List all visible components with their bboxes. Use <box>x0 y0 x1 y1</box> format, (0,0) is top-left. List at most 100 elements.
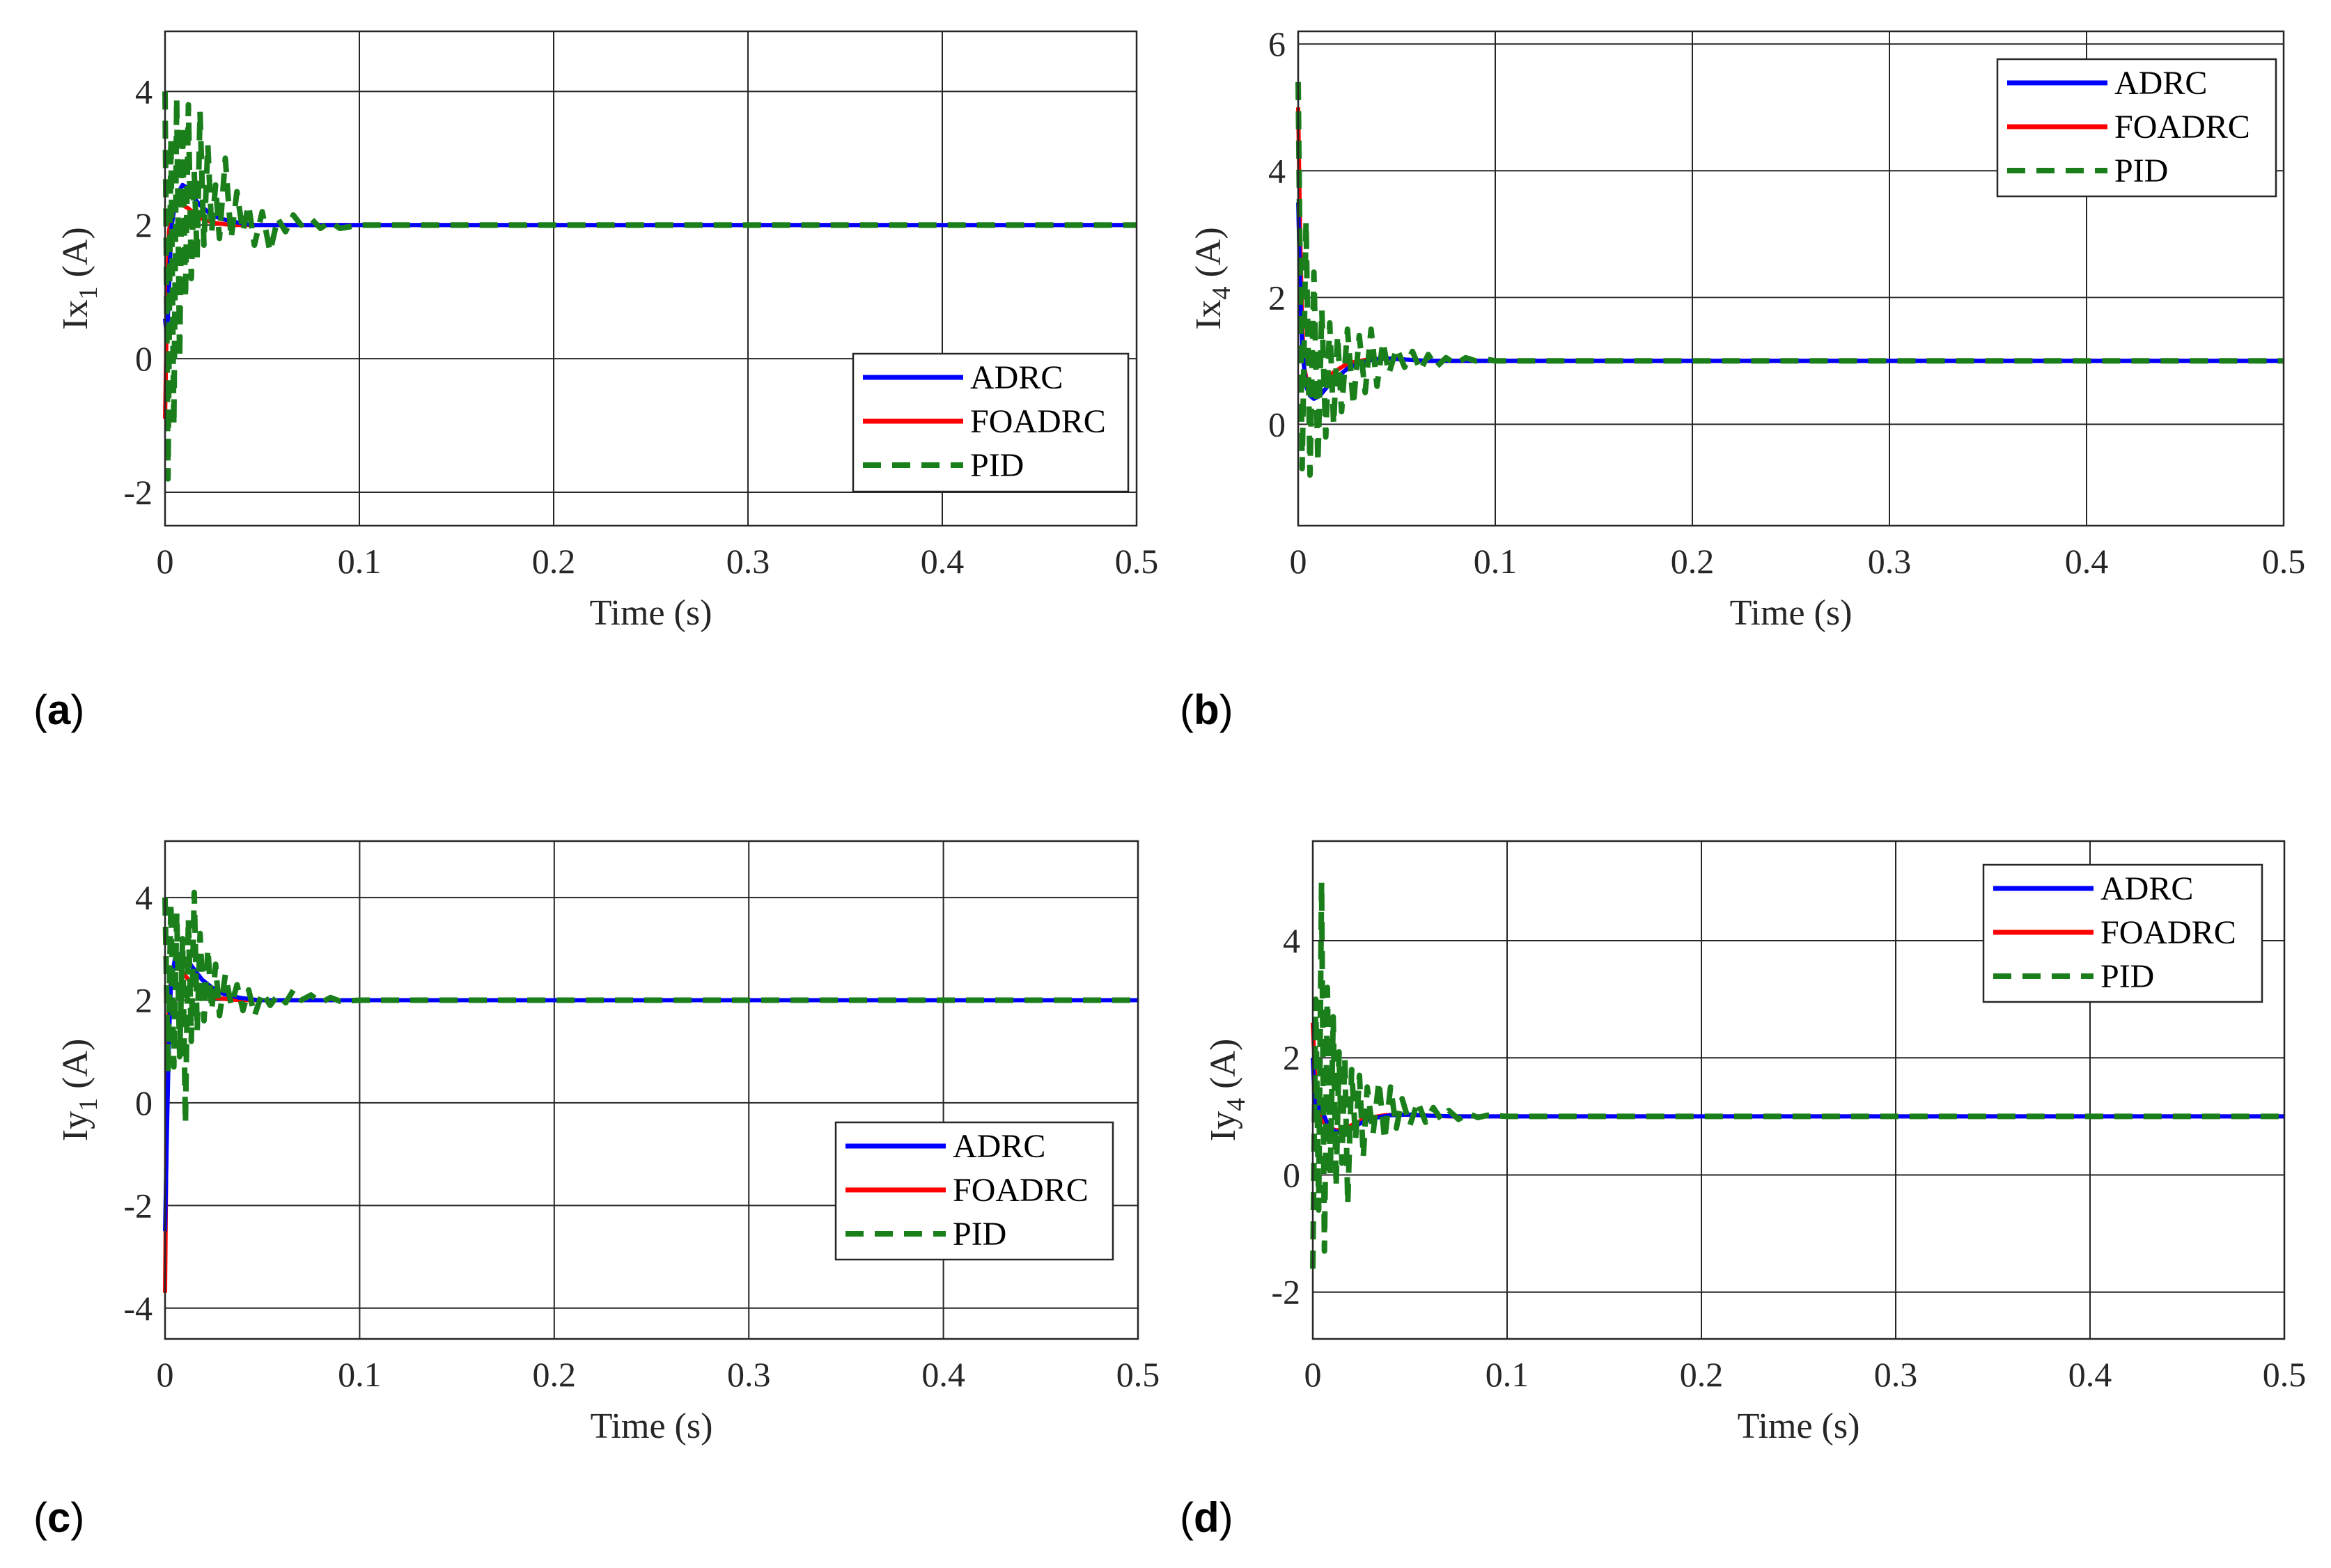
y-tick-label-1: -2 <box>123 1186 153 1225</box>
y-axis-label-main: Iy <box>56 1111 95 1141</box>
x-tick-label-2: 0.2 <box>532 542 576 581</box>
legend-b: ADRC FOADRC PID <box>1996 58 2277 198</box>
x-tick-label-1: 0.1 <box>1486 1355 1529 1394</box>
legend-label-foadrc: FOADRC <box>970 403 1106 440</box>
y-tick-label-2: 2 <box>135 205 153 244</box>
legend-label-foadrc: FOADRC <box>2114 109 2250 146</box>
legend-label-adrc: ADRC <box>970 359 1063 396</box>
y-axis-label-subscript: 4 <box>1207 286 1236 299</box>
legend-label-pid: PID <box>2114 152 2168 189</box>
legend-label-pid: PID <box>970 447 1024 484</box>
x-tick-label-4: 0.4 <box>2065 542 2109 581</box>
legend-label-adrc: ADRC <box>953 1128 1045 1165</box>
legend-c: ADRC FOADRC PID <box>834 1121 1114 1261</box>
x-tick-label-2: 0.2 <box>1680 1355 1724 1394</box>
panel-label-d: (d) <box>1180 1494 1233 1541</box>
x-tick-label-3: 0.3 <box>1874 1355 1918 1394</box>
y-axis-label-d: Iy4 (A) <box>1203 1039 1251 1142</box>
x-tick-label-4: 0.4 <box>921 542 965 581</box>
x-tick-label-5: 0.5 <box>2263 1355 2307 1394</box>
y-axis-label-unit: (A) <box>1203 1039 1243 1098</box>
panel-label-c-letter: c <box>47 1494 71 1541</box>
x-tick-label-4: 0.4 <box>921 1355 965 1394</box>
y-tick-label-3: 4 <box>1283 921 1300 960</box>
x-tick-label-5: 0.5 <box>1115 542 1159 581</box>
x-axis-label-a: Time (s) <box>590 593 712 633</box>
legend-label-adrc: ADRC <box>2100 870 2193 907</box>
y-axis-label-unit: (A) <box>56 227 95 286</box>
y-axis-label-subscript: 4 <box>1222 1098 1251 1111</box>
series-pid-line-a <box>162 91 1137 482</box>
y-tick-label-3: 4 <box>135 72 153 111</box>
x-tick-label-3: 0.3 <box>726 542 770 581</box>
x-tick-label-3: 0.3 <box>727 1355 771 1394</box>
x-tick-label-1: 0.1 <box>338 542 382 581</box>
series-group-b <box>1295 81 2284 478</box>
x-tick-label-0: 0 <box>1304 1355 1322 1394</box>
y-tick-label-1: 0 <box>1283 1155 1300 1194</box>
chart-c-svg: 0 0.1 0.2 0.3 0.4 0.5 -4 -2 0 2 4 Time (s) Iy1 (A) AD… <box>56 840 1160 1446</box>
y-tick-label-1: 2 <box>1268 278 1286 317</box>
x-axis-label-d: Time (s) <box>1738 1406 1860 1446</box>
y-axis-label-c: Iy1 (A) <box>56 1039 103 1142</box>
y-tick-label-2: 4 <box>1268 151 1286 190</box>
y-tick-label-2: 0 <box>135 1083 153 1122</box>
y-axis-label-unit: (A) <box>56 1039 95 1098</box>
series-pid-line-d <box>1310 879 2284 1269</box>
legend-label-adrc: ADRC <box>2114 65 2207 102</box>
x-tick-label-5: 0.5 <box>1116 1355 1160 1394</box>
y-tick-label-3: 6 <box>1268 24 1286 63</box>
panel-label-a-letter: a <box>47 687 71 733</box>
axes-box-b <box>1297 30 2285 527</box>
y-axis-label-subscript: 1 <box>74 286 103 299</box>
axes-box-c <box>164 840 1139 1340</box>
y-tick-label-0: -2 <box>1271 1273 1300 1312</box>
x-tick-label-2: 0.2 <box>533 1355 577 1394</box>
y-axis-label-main: Ix <box>1189 299 1229 329</box>
plot-area-c <box>165 841 1138 1339</box>
y-axis-label-unit: (A) <box>1189 227 1229 286</box>
legend-label-pid: PID <box>953 1216 1006 1253</box>
panel-label-d-letter: d <box>1193 1494 1219 1541</box>
x-tick-label-2: 0.2 <box>1671 542 1715 581</box>
legend-label-foadrc: FOADRC <box>2100 914 2236 951</box>
x-tick-label-3: 0.3 <box>1868 542 1912 581</box>
legend-d: ADRC FOADRC PID <box>1982 863 2263 1003</box>
series-group-c <box>162 889 1138 1293</box>
y-tick-label-2: 2 <box>1283 1038 1300 1077</box>
x-axis-label-c: Time (s) <box>591 1406 713 1446</box>
x-tick-label-1: 0.1 <box>338 1355 382 1394</box>
x-tick-label-4: 0.4 <box>2068 1355 2112 1394</box>
subplot-c: 0 0.1 0.2 0.3 0.4 0.5 -4 -2 0 2 4 Time (s) Iy1 (A) AD… <box>0 808 1170 1568</box>
x-tick-label-0: 0 <box>1290 542 1307 581</box>
legend-label-pid: PID <box>2100 958 2154 995</box>
y-tick-label-0: -4 <box>123 1289 153 1328</box>
y-axis-label-b: Ix4 (A) <box>1189 227 1236 330</box>
subplot-a: 0 0.1 0.2 0.3 0.4 0.5 -2 0 2 4 Time (s) Ix1 (A) ADRC… <box>0 0 1170 733</box>
y-axis-label-subscript: 1 <box>74 1098 103 1111</box>
y-tick-label-0: -2 <box>123 473 153 512</box>
panel-label-c: (c) <box>33 1494 85 1541</box>
y-axis-label-main: Iy <box>1203 1111 1243 1141</box>
panel-label-b: (b) <box>1180 687 1233 733</box>
subplot-b: 0 0.1 0.2 0.3 0.4 0.5 0 2 4 6 Time (s) Ix4 (A) ADRC F… <box>1170 0 2331 733</box>
x-axis-label-b: Time (s) <box>1730 593 1853 633</box>
x-tick-label-1: 0.1 <box>1474 542 1518 581</box>
y-tick-label-3: 2 <box>135 981 153 1020</box>
series-group-d <box>1310 879 2284 1269</box>
y-axis-label-main: Ix <box>56 299 95 329</box>
x-tick-label-5: 0.5 <box>2262 542 2306 581</box>
x-tick-label-0: 0 <box>157 542 174 581</box>
series-pid-line-c <box>162 889 1138 1127</box>
axes-box-a <box>164 30 1138 527</box>
y-axis-label-a: Ix1 (A) <box>56 227 103 330</box>
series-group-a <box>162 91 1137 482</box>
y-tick-label-0: 0 <box>1268 405 1286 444</box>
series-pid-line-b <box>1295 81 2284 478</box>
legend-a: ADRC FOADRC PID <box>852 352 1130 493</box>
axes-box-d <box>1311 840 2286 1340</box>
